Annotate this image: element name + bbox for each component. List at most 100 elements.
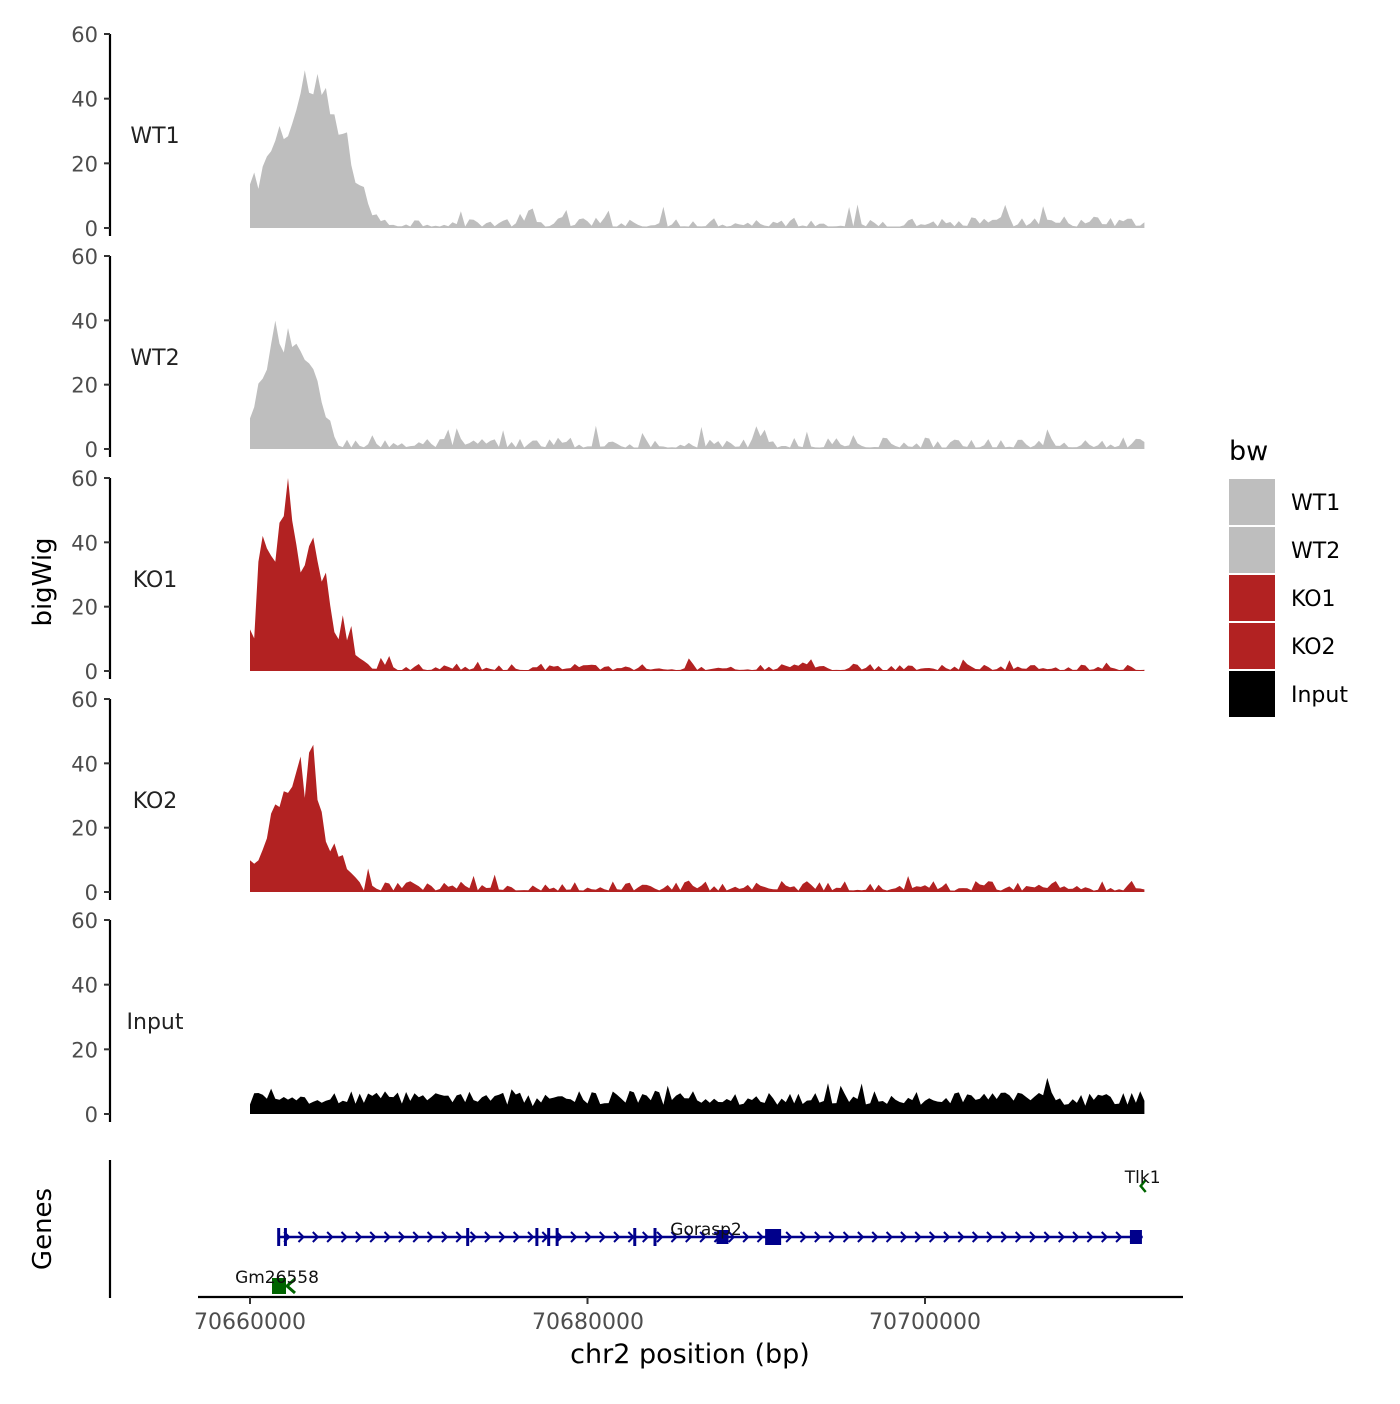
gene-exon-gorasp2 — [555, 1228, 559, 1246]
gene-strand-arrow — [799, 1231, 807, 1243]
y-tick-label-ko1-0: 0 — [85, 660, 98, 684]
track-label-wt2: WT2 — [130, 346, 179, 371]
gene-exon-gorasp2 — [716, 1230, 729, 1244]
gene-exon-gorasp2 — [535, 1228, 539, 1246]
y-tick-label-wt2-0: 0 — [85, 438, 98, 462]
gene-strand-arrow — [1057, 1231, 1066, 1243]
y-tick-label-input-0: 0 — [85, 1103, 98, 1127]
gene-label-gm26558: Gm26558 — [235, 1268, 319, 1288]
gene-strand-arrow — [1072, 1231, 1080, 1243]
gene-strand-arrow — [914, 1231, 922, 1243]
y-axis-title: bigWig — [28, 537, 58, 626]
gene-strand-arrow — [1115, 1231, 1123, 1243]
y-tick-label-ko1-40: 40 — [71, 531, 98, 555]
track-label-wt1: WT1 — [130, 124, 179, 149]
gene-strand-arrow — [842, 1231, 850, 1243]
y-tick-label-ko2-60: 60 — [71, 688, 98, 712]
y-tick-label-wt1-40: 40 — [71, 88, 98, 112]
y-tick-label-input-60: 60 — [71, 909, 98, 933]
gene-strand-arrow — [670, 1231, 678, 1243]
y-tick-label-wt1-20: 20 — [71, 152, 98, 176]
x-axis: 70660000 70680000 70700000 chr2 position… — [194, 1295, 1183, 1370]
x-axis-title: chr2 position (bp) — [570, 1339, 810, 1370]
panel-wt2: WT2 0 20 40 60 — [71, 245, 1145, 462]
gene-exon-gorasp2 — [765, 1229, 782, 1245]
panel-wt1: WT1 0 20 40 60 — [71, 23, 1145, 241]
signal-area-ko1 — [250, 478, 1145, 671]
gene-strand-arrow — [900, 1231, 908, 1243]
gene-strand-arrow — [699, 1231, 707, 1243]
gene-strand-arrow — [412, 1231, 420, 1243]
gene-strand-arrow — [326, 1231, 334, 1243]
gene-exon-gorasp2 — [277, 1228, 281, 1246]
y-tick-label-wt1-0: 0 — [85, 217, 98, 241]
x-tick-label-70680000: 70680000 — [532, 1310, 644, 1335]
panel-ko1: KO1 0 20 40 60 — [71, 467, 1145, 684]
gene-arrow-gm26558 — [284, 1277, 296, 1295]
y-tick-label-ko1-60: 60 — [71, 467, 98, 491]
y-tick-label-wt2-60: 60 — [71, 245, 98, 269]
gene-arrow-tlk1 — [1139, 1179, 1147, 1193]
gene-strand-arrow — [656, 1231, 664, 1243]
gene-exon-gorasp2 — [633, 1228, 637, 1246]
y-tick-label-ko2-40: 40 — [71, 752, 98, 776]
gene-strand-arrow — [383, 1231, 391, 1243]
gene-label-gorasp2: Gorasp2 — [670, 1220, 741, 1240]
track-label-input: Input — [127, 1010, 184, 1035]
legend-key-input — [1229, 671, 1275, 717]
gene-strand-arrow — [756, 1231, 764, 1243]
panel-ko2: KO2 0 20 40 60 — [71, 688, 1145, 905]
gene-strand-arrow — [469, 1231, 478, 1243]
gene-strand-arrow — [814, 1231, 822, 1243]
gene-exon-gorasp2 — [653, 1228, 657, 1246]
gene-strand-arrow — [1000, 1231, 1008, 1243]
gene-strand-arrow — [455, 1231, 463, 1243]
y-tick-label-ko1-20: 20 — [71, 596, 98, 620]
gene-exon-gorasp2 — [283, 1228, 287, 1246]
gene-strand-arrow — [570, 1231, 578, 1243]
y-tick-label-wt1-60: 60 — [71, 23, 98, 47]
legend-label-ko2: KO2 — [1291, 635, 1336, 660]
gene-strand-arrow — [971, 1231, 980, 1243]
signal-area-ko2 — [250, 744, 1145, 892]
gene-exon-gorasp2 — [547, 1228, 551, 1246]
gene-strand-arrow — [426, 1231, 434, 1243]
track-label-ko1: KO1 — [133, 568, 178, 593]
y-tick-label-wt2-40: 40 — [71, 309, 98, 333]
y-tick-label-ko2-0: 0 — [85, 881, 98, 905]
y-tick-label-input-20: 20 — [71, 1038, 98, 1062]
y-tick-label-input-40: 40 — [71, 974, 98, 998]
gene-strand-arrow — [928, 1231, 937, 1243]
gene-label-tlk1: Tlk1 — [1124, 1168, 1161, 1188]
legend-label-wt2: WT2 — [1291, 539, 1340, 564]
gene-strand-arrow — [728, 1231, 736, 1243]
x-tick-label-70700000: 70700000 — [869, 1310, 981, 1335]
gene-strand-arrow — [785, 1231, 793, 1243]
gene-strand-arrow — [742, 1231, 750, 1243]
track-label-ko2: KO2 — [133, 789, 178, 814]
gene-strand-arrow — [441, 1231, 449, 1243]
gene-strand-arrow — [1029, 1231, 1037, 1243]
gene-strand-arrow — [369, 1231, 377, 1243]
legend-label-wt1: WT1 — [1291, 491, 1340, 516]
y-tick-label-wt2-20: 20 — [71, 374, 98, 398]
gene-strand-arrow — [1086, 1231, 1094, 1243]
gene-strand-arrow — [957, 1231, 965, 1243]
genes-panel: Genes Gorasp2 Tlk1 Gm26558 — [28, 1160, 1161, 1298]
gene-strand-arrow — [598, 1231, 607, 1243]
gene-strand-arrow — [512, 1231, 521, 1243]
gene-exon-gm26558 — [272, 1278, 286, 1294]
gene-strand-arrow — [1043, 1231, 1051, 1243]
gene-strand-arrow — [1101, 1231, 1109, 1243]
legend-key-ko1 — [1229, 575, 1275, 621]
x-tick-label-70660000: 70660000 — [194, 1310, 306, 1335]
gene-strand-arrow — [340, 1231, 348, 1243]
gene-strand-arrow — [297, 1231, 305, 1243]
legend-key-ko2 — [1229, 623, 1275, 669]
gene-strand-arrow — [398, 1231, 406, 1243]
legend-key-wt2 — [1229, 527, 1275, 573]
y-tick-label-ko2-20: 20 — [71, 817, 98, 841]
signal-area-input — [250, 1077, 1145, 1114]
